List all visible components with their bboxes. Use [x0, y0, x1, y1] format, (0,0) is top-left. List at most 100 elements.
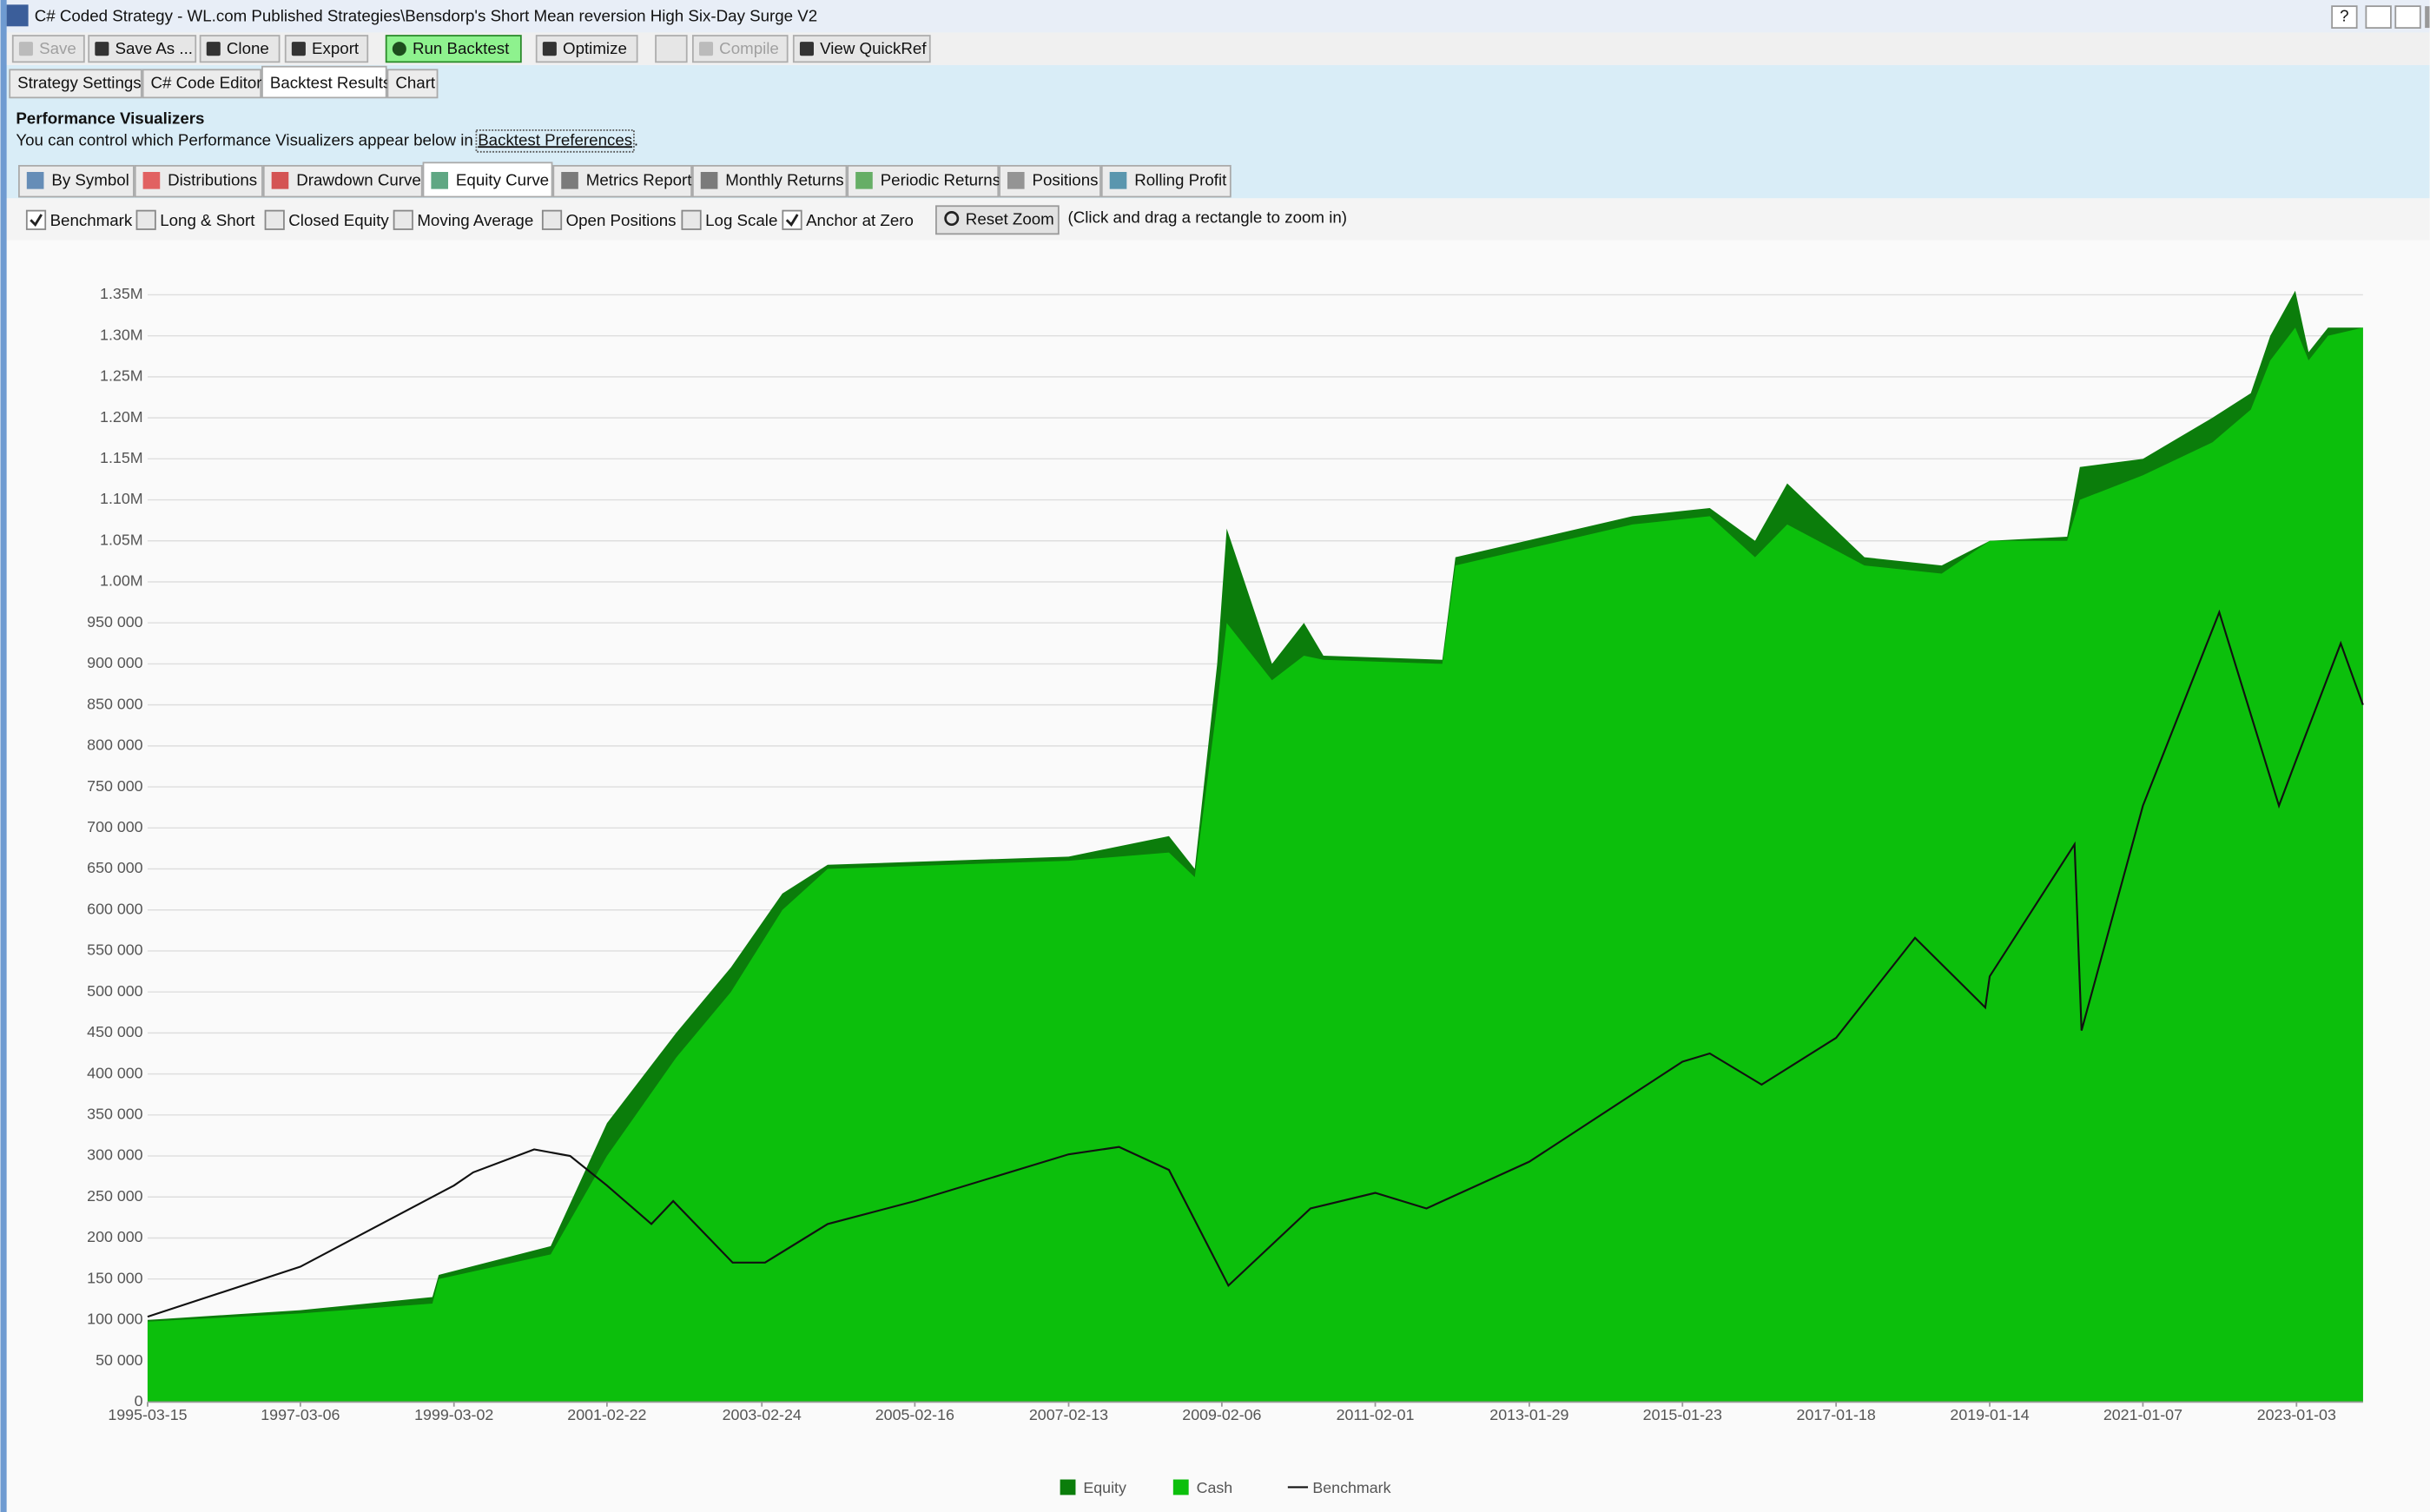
checkbox[interactable]	[264, 209, 285, 230]
minimize-button[interactable]	[2365, 5, 2392, 30]
x-tick-label: 2019-01-14	[1950, 1406, 2029, 1423]
toolbar-button[interactable]	[792, 35, 931, 63]
visualizer-label: Monthly Returns	[725, 171, 843, 189]
toolbar-label: View QuickRef	[820, 39, 927, 57]
visualizer-label: Metrics Report	[586, 171, 692, 189]
legend-label: Benchmark	[1312, 1479, 1390, 1496]
visualizer-icon	[855, 172, 873, 189]
checkbox[interactable]	[393, 209, 413, 230]
window-title: C# Coded Strategy - WL.com Published Str…	[35, 7, 817, 25]
x-tick-label: 2015-01-23	[1643, 1406, 1722, 1423]
x-tick-label: 2005-02-16	[875, 1406, 954, 1423]
y-tick-label: 1.25M	[100, 367, 143, 385]
help-button[interactable]	[2331, 5, 2358, 30]
button-icon	[291, 42, 306, 56]
toolbar-label: Compile	[719, 39, 779, 57]
y-tick-label: 850 000	[87, 695, 143, 712]
y-tick-label: 350 000	[87, 1106, 143, 1123]
toolbar-label: Export	[312, 39, 360, 57]
y-tick-label: 500 000	[87, 982, 143, 1000]
visualizer-label: Positions	[1033, 171, 1099, 189]
y-tick-label: 450 000	[87, 1023, 143, 1040]
maximize-button[interactable]	[2394, 5, 2421, 30]
tab[interactable]	[9, 69, 142, 99]
close-button[interactable]	[2425, 6, 2430, 29]
option-label: Closed Equity	[288, 211, 389, 229]
toolbar-button[interactable]	[535, 35, 638, 63]
y-tick-label: 200 000	[87, 1228, 143, 1245]
y-tick-label: 50 000	[96, 1351, 143, 1369]
legend-swatch	[1060, 1479, 1076, 1495]
panel-text: You can control which Performance Visual…	[16, 130, 473, 149]
area-1	[147, 327, 2363, 1403]
x-tick-label: 2023-01-03	[2257, 1406, 2336, 1423]
option-label: Long & Short	[160, 211, 255, 229]
option-label: Moving Average	[417, 211, 533, 229]
y-tick-label: 550 000	[87, 941, 143, 959]
option-label: Anchor at Zero	[806, 211, 914, 229]
y-tick-label: 750 000	[87, 777, 143, 795]
y-tick-label: 1.35M	[100, 285, 143, 302]
y-tick-label: 700 000	[87, 818, 143, 835]
visualizer-icon	[1109, 172, 1127, 189]
tab[interactable]	[142, 69, 262, 99]
visualizer-icon	[142, 172, 161, 189]
y-tick-label: 800 000	[87, 736, 143, 754]
icon-button[interactable]	[655, 35, 688, 63]
zoom-icon	[944, 211, 960, 226]
x-tick-label: 1999-03-02	[414, 1406, 493, 1423]
option-label: Log Scale	[705, 211, 777, 229]
visualizer-label: By Symbol	[51, 171, 129, 189]
visualizer-tab[interactable]	[1100, 164, 1232, 198]
visualizer-icon	[26, 172, 44, 189]
tab[interactable]	[261, 65, 387, 99]
tab-label: C# Code Editor	[151, 73, 262, 91]
toolbar-button[interactable]	[385, 35, 522, 63]
y-tick-label: 1.30M	[100, 326, 143, 343]
visualizer-label: Periodic Returns	[881, 171, 1000, 189]
visualizer-tab[interactable]	[262, 164, 423, 198]
button-icon	[542, 42, 557, 56]
toolbar-label: Save As ...	[115, 39, 192, 57]
x-tick-label: 1997-03-06	[261, 1406, 340, 1423]
link-focus	[475, 129, 635, 153]
visualizer-tab[interactable]	[847, 164, 1000, 198]
option-label: Benchmark	[50, 211, 133, 229]
toolbar-label: Clone	[227, 39, 269, 57]
y-tick-label: 400 000	[87, 1064, 143, 1081]
reset-zoom-label: Reset Zoom	[966, 209, 1054, 228]
legend-label: Cash	[1197, 1479, 1233, 1496]
visualizer-label: Distributions	[168, 171, 257, 189]
check-mark	[785, 214, 799, 227]
x-tick-label: 2009-02-06	[1182, 1406, 1261, 1423]
legend-label: Equity	[1083, 1479, 1126, 1496]
checkbox[interactable]	[135, 209, 156, 230]
button-icon	[206, 42, 221, 56]
x-tick-label: 2001-02-22	[567, 1406, 646, 1423]
hint: (Click and drag a rectangle to zoom in)	[1068, 208, 1348, 226]
toolbar-label: Run Backtest	[413, 39, 510, 57]
checkbox[interactable]	[782, 209, 802, 230]
tab[interactable]	[386, 69, 439, 99]
toolbar-button	[11, 35, 85, 63]
x-tick-label: 2011-02-01	[1337, 1406, 1415, 1423]
y-tick-label: 1.05M	[100, 531, 143, 548]
y-tick-label: 950 000	[87, 613, 143, 631]
button-icon	[95, 42, 109, 56]
x-tick-label: 2017-01-18	[1797, 1406, 1876, 1423]
panel-end: .	[634, 130, 638, 149]
y-tick-label: 650 000	[87, 859, 143, 876]
checkbox[interactable]	[541, 209, 563, 230]
checkbox[interactable]	[681, 209, 702, 230]
tab-label: Strategy Settings	[17, 73, 142, 91]
panel-link[interactable]: Backtest Preferences	[478, 130, 632, 149]
x-tick-label: 1995-03-15	[108, 1406, 187, 1423]
visualizer-tab[interactable]	[691, 164, 848, 198]
y-tick-label: 100 000	[87, 1311, 143, 1328]
help-label: ?	[2340, 7, 2348, 25]
checkbox[interactable]	[25, 209, 47, 230]
x-tick-label: 2013-01-29	[1489, 1406, 1568, 1423]
panel-title: Performance Visualizers	[16, 109, 204, 127]
button-icon	[18, 42, 33, 56]
